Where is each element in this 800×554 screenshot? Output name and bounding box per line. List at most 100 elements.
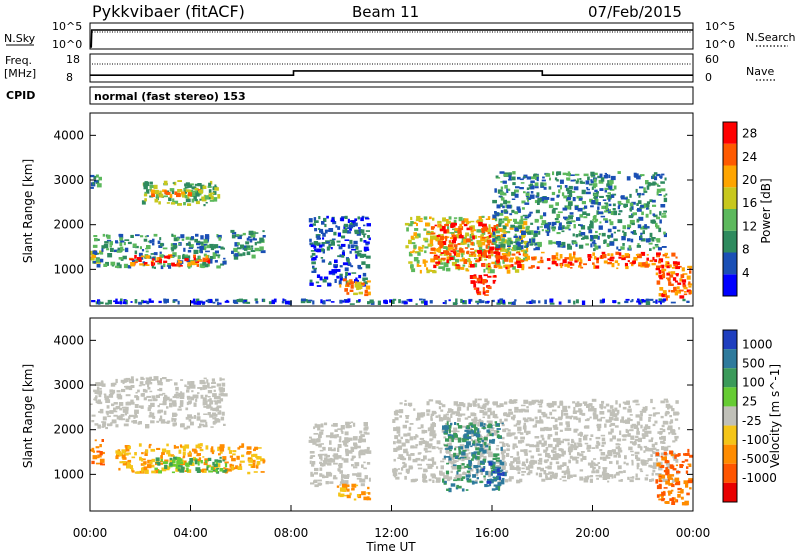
- data-cell: [578, 265, 582, 268]
- data-cell: [209, 398, 212, 401]
- data-cell: [217, 400, 222, 404]
- data-cell: [484, 239, 489, 243]
- data-cell: [162, 377, 167, 380]
- data-cell: [649, 479, 653, 482]
- data-cell: [503, 257, 509, 262]
- data-cell: [203, 204, 206, 207]
- data-cell: [430, 232, 436, 235]
- data-cell: [438, 414, 441, 418]
- data-cell: [171, 233, 174, 237]
- data-cell: [631, 423, 636, 427]
- data-cell: [655, 238, 658, 241]
- data-cell: [342, 262, 348, 266]
- data-cell: [524, 216, 530, 219]
- data-cell: [485, 470, 489, 476]
- data-cell: [349, 289, 354, 292]
- data-cell: [633, 424, 639, 429]
- data-cell: [575, 459, 579, 464]
- data-cell: [502, 225, 507, 230]
- data-cell: [541, 196, 547, 200]
- data-cell: [184, 258, 189, 262]
- data-cell: [538, 440, 542, 445]
- data-cell: [452, 228, 455, 231]
- data-cell: [611, 449, 617, 453]
- data-cell: [337, 226, 341, 230]
- data-cell: [149, 464, 155, 468]
- data-cell: [583, 173, 589, 177]
- data-cell: [644, 224, 647, 228]
- data-cell: [655, 246, 660, 248]
- data-cell: [96, 183, 102, 188]
- data-cell: [116, 250, 122, 253]
- data-cell: [202, 385, 208, 390]
- data-cell: [339, 494, 344, 498]
- data-cell: [429, 239, 434, 242]
- data-cell: [683, 293, 688, 296]
- data-cell: [638, 262, 643, 266]
- data-cell: [665, 480, 670, 485]
- data-cell: [360, 217, 364, 222]
- data-cell: [481, 252, 485, 255]
- data-cell: [415, 219, 421, 222]
- data-cell: [322, 446, 326, 451]
- data-cell: [151, 458, 156, 463]
- data-cell: [144, 181, 148, 184]
- data-cell: [617, 447, 622, 452]
- data-cell: [414, 228, 419, 231]
- data-cell: [197, 387, 203, 389]
- data-cell: [135, 378, 139, 382]
- data-cell: [517, 176, 521, 180]
- data-cell: [443, 229, 447, 234]
- data-cell: [659, 175, 663, 178]
- data-cell: [311, 261, 316, 265]
- data-cell: [421, 244, 425, 248]
- data-cell: [206, 244, 210, 249]
- data-cell: [681, 279, 687, 283]
- data-cell: [124, 445, 130, 448]
- data-cell: [511, 176, 516, 181]
- data-cell: [190, 421, 194, 426]
- data-cell: [534, 416, 538, 420]
- data-cell: [675, 266, 680, 270]
- data-cell: [575, 243, 578, 247]
- data-cell: [504, 401, 508, 405]
- data-cell: [654, 420, 658, 424]
- data-cell: [659, 211, 662, 216]
- data-cell: [566, 465, 569, 471]
- data-cell: [358, 291, 363, 295]
- data-cell: [483, 437, 488, 441]
- noise-panel: N.Sky 10^5 10^0 10^5 10^0 N.Search: [4, 20, 796, 51]
- data-cell: [609, 259, 614, 262]
- data-cell: [552, 409, 557, 412]
- data-cell: [564, 226, 570, 230]
- data-cell: [321, 243, 325, 247]
- data-cell: [283, 299, 287, 302]
- data-cell: [468, 462, 472, 467]
- data-cell: [480, 466, 484, 470]
- data-cell: [206, 465, 210, 468]
- data-cell: [472, 474, 476, 478]
- data-cell: [458, 447, 461, 451]
- data-cell: [355, 279, 359, 283]
- data-cell: [456, 468, 462, 471]
- data-cell: [119, 237, 124, 242]
- data-cell: [121, 388, 126, 393]
- data-cell: [455, 298, 458, 303]
- data-cell: [312, 265, 315, 269]
- data-cell: [211, 451, 215, 455]
- data-cell: [549, 404, 552, 408]
- data-cell: [493, 484, 498, 487]
- data-cell: [598, 418, 602, 422]
- data-cell: [483, 441, 487, 446]
- data-cell: [609, 411, 615, 416]
- data-cell: [218, 245, 221, 249]
- data-cell: [592, 183, 598, 187]
- colorbar-swatch: [723, 209, 737, 231]
- data-cell: [214, 418, 219, 423]
- data-cell: [348, 422, 351, 424]
- data-cell: [171, 471, 175, 474]
- data-cell: [481, 229, 485, 234]
- data-cell: [501, 253, 507, 256]
- data-cell: [520, 260, 525, 263]
- data-cell: [449, 454, 454, 458]
